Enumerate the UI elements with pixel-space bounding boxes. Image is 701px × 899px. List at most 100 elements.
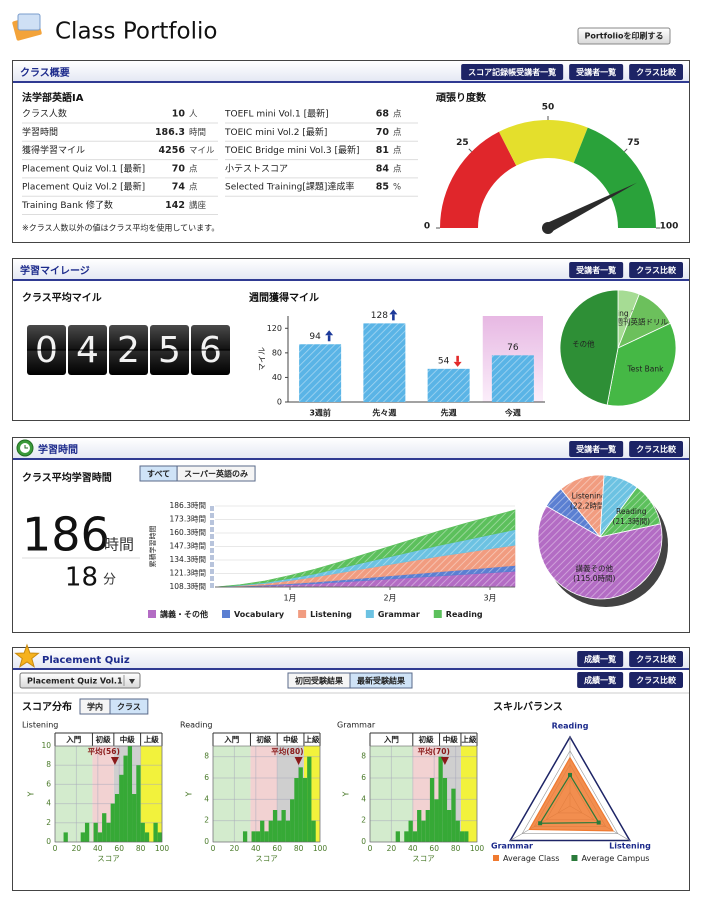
stat-value: 70 [376, 127, 390, 138]
bar [427, 368, 470, 402]
x-tick-label: 80 [294, 844, 304, 853]
bar-value-label: 128 [371, 311, 388, 321]
axis-strip-cell [210, 541, 214, 546]
bar [491, 355, 534, 402]
gauge-needle [545, 182, 638, 233]
hist-bar [127, 746, 133, 842]
hist-bar [97, 832, 103, 842]
x-tick-label: 100 [155, 844, 170, 853]
panel-header [13, 438, 689, 459]
axis-strip-cell [210, 562, 214, 567]
x-tick-label: 80 [136, 844, 146, 853]
hist-bar [157, 832, 162, 842]
time-tab[interactable] [176, 465, 256, 482]
pie-slice [559, 289, 619, 406]
legend-label: Average Class [503, 854, 559, 863]
trend-arrow-stem [392, 314, 395, 321]
bar-value-label: 54 [438, 356, 450, 366]
legend-label: Grammar [378, 610, 420, 619]
nav-button[interactable] [629, 441, 683, 457]
nav-button[interactable] [629, 672, 683, 688]
pie-slice [537, 505, 663, 600]
hist-bar [464, 831, 469, 842]
hist-bar [144, 832, 150, 842]
stat-unit: 点 [189, 164, 198, 174]
gauge-tick [468, 148, 472, 152]
hist-bar [459, 831, 465, 842]
panel-title: 学習マイレージ [20, 264, 90, 277]
nav-button[interactable] [569, 262, 624, 278]
y-tick-label: 4 [46, 799, 51, 808]
radar-point [596, 820, 601, 825]
legend-label: Vocabulary [234, 610, 285, 619]
legend-swatch [571, 855, 578, 861]
stat-unit: 点 [393, 164, 402, 174]
nav-button[interactable] [629, 64, 683, 80]
x-tick-label: 0 [368, 844, 373, 853]
print-button[interactable] [577, 27, 671, 45]
level-label: 上級 [144, 734, 159, 744]
time-tab-label[interactable]: スーパー英語のみ [184, 469, 248, 479]
dist-tab-label[interactable]: クラス [117, 702, 141, 712]
time-tab-label[interactable]: すべて [147, 470, 170, 479]
y-axis-label: Y [342, 791, 351, 797]
y-tick-label: 0 [277, 398, 282, 407]
minutes-unit: 分 [103, 573, 116, 588]
radar-axis-label: Grammar [491, 842, 533, 851]
nav-button[interactable] [629, 651, 683, 667]
pie-label: Test Bank [626, 364, 664, 373]
hist-bar [451, 788, 456, 842]
x-tick-label: 今週 [504, 408, 521, 418]
hours-unit: 時間 [104, 536, 134, 554]
nav-button[interactable] [577, 651, 624, 667]
nav-button-label[interactable]: スコア記録帳受講者一覧 [468, 67, 556, 77]
legend-swatch [222, 610, 230, 618]
x-tick-label: 2月 [383, 594, 396, 603]
nav-button[interactable] [577, 672, 624, 688]
x-tick-label: 0 [211, 844, 216, 853]
hist-bar [438, 756, 443, 842]
nav-button-label[interactable]: クラス比較 [636, 265, 677, 275]
hist-bar [311, 820, 316, 842]
hist-bar [285, 820, 291, 842]
nav-button[interactable] [569, 64, 624, 80]
nav-button-label[interactable]: 成績一覧 [584, 675, 616, 685]
nav-button-label[interactable]: 受講者一覧 [576, 265, 616, 275]
nav-button[interactable] [461, 64, 564, 80]
hist-bar [290, 799, 295, 842]
star-icon [14, 643, 40, 668]
axis-strip-cell [210, 520, 214, 525]
nav-button-label[interactable]: 成績一覧 [584, 654, 616, 664]
x-tick-label: 20 [387, 844, 397, 853]
hist-bar [93, 822, 98, 842]
nav-button[interactable] [569, 441, 624, 457]
panel-header [13, 648, 689, 669]
nav-button-label[interactable]: 受講者一覧 [576, 444, 616, 454]
radar-point [568, 772, 572, 777]
result-tab-label[interactable]: 初回受験結果 [295, 676, 343, 686]
nav-button-label[interactable]: クラス比較 [636, 654, 677, 664]
hist-bar [84, 822, 90, 842]
stat-label: TOEFL mini Vol.1 [最新] [224, 108, 329, 120]
x-tick-label: 60 [114, 844, 124, 853]
average-marker [440, 757, 449, 765]
dropdown[interactable] [19, 672, 141, 689]
average-label: 平均(70) [418, 746, 450, 756]
nav-button-label[interactable]: クラス比較 [636, 444, 677, 454]
dist-tab-label[interactable]: 学内 [87, 702, 103, 712]
dist-tab[interactable] [109, 698, 149, 715]
dropdown-label[interactable]: Placement Quiz Vol.1 [27, 677, 123, 686]
nav-button[interactable] [629, 262, 683, 278]
y-tick-label: 10 [41, 741, 51, 750]
hist-bar [242, 831, 248, 842]
y-tick-label: 2 [46, 818, 51, 827]
nav-button-label[interactable]: クラス比較 [636, 67, 677, 77]
result-tab-label[interactable]: 最新受験結果 [357, 676, 405, 686]
nav-button-label[interactable]: 受講者一覧 [576, 67, 616, 77]
result-tab[interactable] [349, 672, 413, 689]
dropdown-arrow[interactable] [129, 679, 135, 684]
axis-strip-cell [210, 583, 214, 588]
print-button-label[interactable]: Portfolioを印刷する [584, 31, 663, 41]
y-tick-label: 186.3時間 [170, 501, 206, 510]
nav-button-label[interactable]: クラス比較 [636, 675, 677, 685]
